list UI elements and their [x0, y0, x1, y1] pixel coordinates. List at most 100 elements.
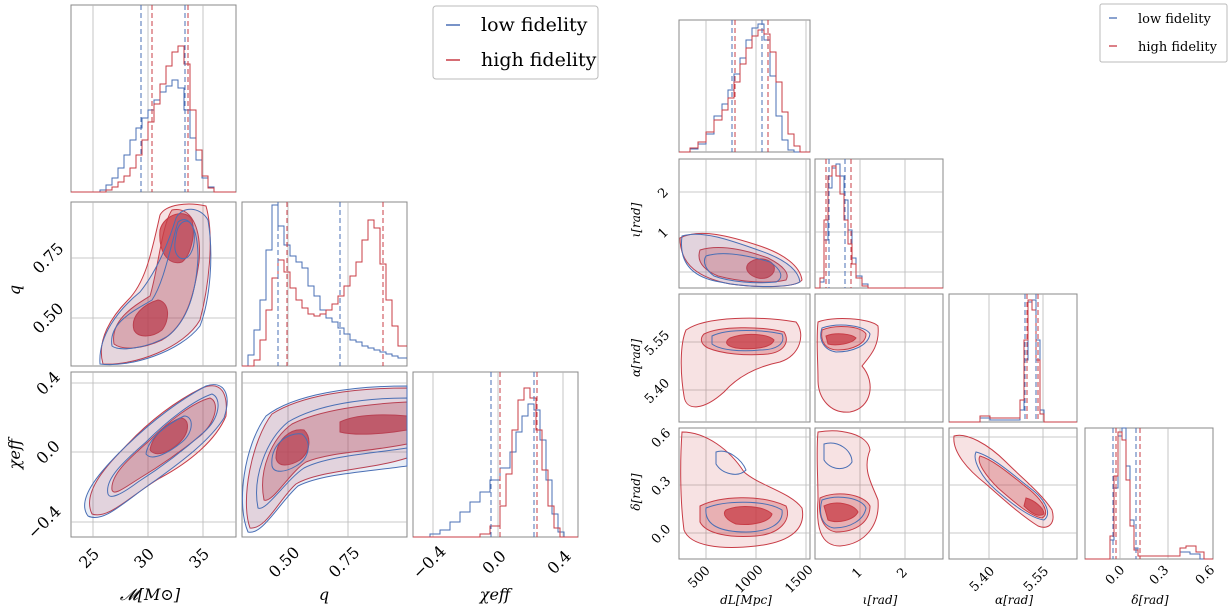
contour-low-iota-dl-mid: [703, 253, 782, 284]
left-axis-labels: q χeff 𝓜[M⊙] q χeff: [5, 285, 513, 604]
contour-high-delta-iota-inner: [823, 502, 859, 523]
tick-iota-1: 1: [655, 225, 671, 241]
right-panel-1-0-frame: [678, 158, 811, 289]
right-panel-3-2-frame: [948, 427, 1078, 560]
left-panel-0-0-frame: [70, 4, 237, 193]
right-hist-alpha: [949, 294, 1077, 423]
right-legend-label-low: low fidelity: [1138, 12, 1211, 27]
right-panel-3-3-frame: [1084, 427, 1214, 560]
right-hist-iota: [815, 159, 943, 289]
left-corner-plot: 0.75 0.50 0.4 0.0 −0.4 25 30 35 0.50 0.7…: [5, 4, 599, 604]
hist-low-iota: [815, 163, 943, 289]
hist-low-dl: [679, 23, 810, 153]
contour-high-delta-dl-inner: [723, 506, 773, 525]
right-panel-2-1-frame: [814, 293, 944, 423]
tick-chieff-0.4: 0.4: [32, 367, 63, 398]
right-panel-0-0-frame: [678, 19, 811, 153]
contour-high-delta-dl-outer: [680, 431, 804, 548]
axis-label-q-y: q: [5, 285, 24, 295]
tick-chirp-25: 25: [75, 544, 103, 572]
right-panel-2-0-frame: [678, 293, 811, 423]
right-legend: low fidelity high fidelity: [1099, 3, 1228, 63]
hist-high-dl: [679, 29, 810, 153]
left-hist-chieff: [413, 372, 578, 538]
left-legend-label-low: low fidelity: [481, 14, 588, 36]
tick-delta-0.3-x: 0.3: [1147, 563, 1172, 588]
axis-label-dl-x: dL[Mpc]: [720, 593, 772, 606]
hist-low-alpha: [949, 299, 1077, 423]
contour-low-chieff-chirp-outer: [84, 384, 228, 518]
left-panel-1-0-frame: [70, 201, 237, 367]
contour-low-q-chirp-outer: [99, 208, 212, 366]
axis-label-delta-y: δ[rad]: [629, 473, 643, 510]
contour-low-chieff-q-mid: [256, 397, 408, 509]
tick-q-0.75: 0.75: [29, 239, 68, 278]
tick-dl-1500: 1500: [783, 563, 817, 597]
tick-chirp-30: 30: [130, 544, 158, 572]
contour-low-chieff-chirp-inner: [145, 415, 192, 458]
left-panel-2-2-frame: [412, 371, 579, 538]
left-2d-chieff-q: [241, 385, 408, 533]
tick-delta-0.6-x: 0.6: [1193, 563, 1218, 588]
axis-label-chieff-y: χeff: [5, 436, 24, 470]
hist-high-chieff: [413, 387, 578, 538]
hist-low-chirp-mass: [71, 79, 236, 193]
hist-high-alpha: [949, 299, 1077, 423]
contour-high-delta-alpha-inner: [1023, 497, 1045, 516]
contour-high-alpha-iota-inner: [825, 333, 857, 346]
left-legend: low fidelity high fidelity: [432, 5, 599, 80]
tick-chieff-neg0.4-x: −0.4: [409, 542, 450, 583]
tick-alpha-5.40-x: 5.40: [967, 564, 998, 595]
contour-low-chieff-q-inner: [271, 433, 309, 472]
axis-label-alpha-x: α[rad]: [995, 593, 1033, 606]
tick-chieff-neg0.4: −0.4: [24, 502, 65, 543]
axis-label-chieff-x: χeff: [479, 585, 513, 604]
hist-high-iota: [815, 165, 943, 289]
right-panel-1-1-frame: [814, 158, 944, 289]
tick-delta-0.6: 0.6: [649, 426, 674, 451]
contour-high-q-chirp-inner: [132, 213, 194, 337]
tick-q-0.50-x: 0.50: [265, 543, 304, 582]
tick-alpha-5.40: 5.40: [642, 376, 673, 407]
contour-low-chieff-chirp-mid: [107, 393, 219, 497]
tick-delta-0.0: 0.0: [649, 522, 674, 547]
contour-low-delta-alpha-mid: [974, 451, 1048, 521]
right-panel-frames: [678, 19, 1214, 560]
axis-label-iota-y: ι[rad]: [629, 202, 643, 237]
axis-label-chirp-x: 𝓜[M⊙]: [120, 585, 181, 604]
tick-iota-2-x: 2: [894, 565, 910, 581]
tick-delta-0.0-x: 0.0: [1103, 563, 1128, 588]
right-panel-2-2-frame: [948, 293, 1078, 423]
right-2d-iota-dl: [679, 232, 803, 288]
right-2d-delta-iota: [816, 430, 879, 547]
right-2d-alpha-dl: [680, 317, 802, 408]
right-hist-delta: [1085, 427, 1213, 560]
tick-delta-0.3: 0.3: [649, 474, 674, 499]
right-panel-3-1-frame: [814, 427, 944, 560]
hist-low-q: [242, 204, 407, 367]
left-hist-chirp-mass: [71, 5, 236, 193]
right-legend-outer: [1099, 3, 1228, 63]
left-legend-box: [432, 5, 599, 80]
right-legend-label-high: high fidelity: [1138, 40, 1218, 55]
tick-chirp-35: 35: [185, 544, 213, 572]
tick-chieff-0.4-x: 0.4: [543, 546, 574, 577]
left-hist-q: [242, 202, 407, 367]
contour-low-delta-iota-mid: [820, 442, 867, 529]
right-panel-3-0-frame: [678, 427, 811, 560]
hist-low-chieff: [413, 403, 578, 538]
tick-dl-500: 500: [685, 563, 713, 591]
axis-label-alpha-y: α[rad]: [629, 339, 643, 377]
left-gridlines: [71, 5, 564, 537]
hist-high-chirp-mass: [71, 45, 236, 193]
contour-high-alpha-dl-inner: [726, 333, 775, 350]
tick-q-0.50: 0.50: [29, 299, 68, 338]
hist-high-q: [242, 219, 407, 367]
hist-low-delta: [1085, 427, 1213, 560]
right-hist-dl: [679, 20, 810, 153]
right-2d-delta-dl: [680, 431, 804, 548]
contour-low-alpha-iota-mid: [820, 324, 871, 353]
right-corner-plot: 2 1 5.55 5.40 0.6 0.3 0.0 500 1000 1500 …: [629, 3, 1228, 606]
tick-chieff-0.0-x: 0.0: [478, 546, 509, 577]
